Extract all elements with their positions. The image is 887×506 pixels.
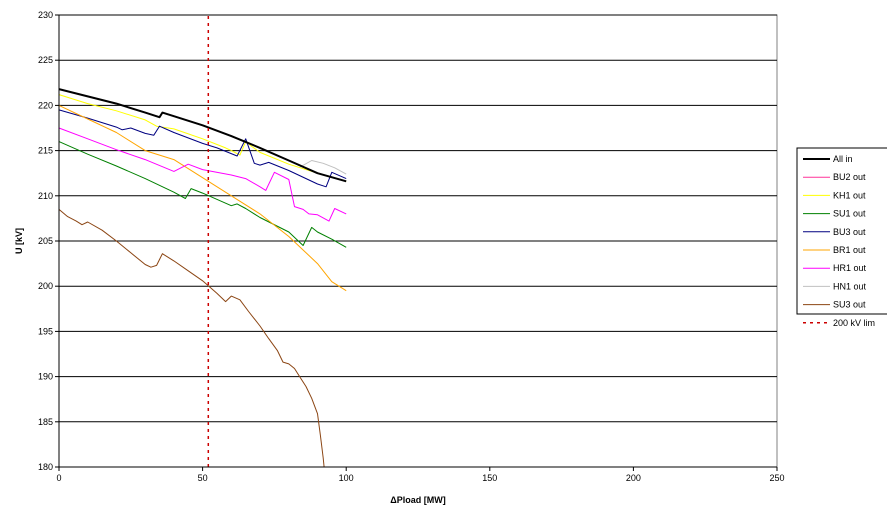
legend-label-bu2-out: BU2 out xyxy=(833,172,866,182)
y-tick-label-215: 215 xyxy=(38,146,53,156)
series-layer xyxy=(58,15,347,468)
legend-label-200-kv-lim: 200 kV lim xyxy=(833,318,875,328)
y-tick-label-185: 185 xyxy=(38,417,53,427)
series-line-su3-out xyxy=(58,209,325,468)
x-tick-label-0: 0 xyxy=(56,473,61,483)
legend-label-su1-out: SU1 out xyxy=(833,209,866,219)
legend-label-kh1-out: KH1 out xyxy=(833,190,866,200)
series-line-kh1-out xyxy=(58,94,347,182)
y-tick-label-195: 195 xyxy=(38,326,53,336)
x-axis-ticks: 0 50 100 150 200 250 xyxy=(56,467,785,483)
legend-label-hn1-out: HN1 out xyxy=(833,281,867,291)
y-axis-title: U [kV] xyxy=(14,228,24,254)
legend-box xyxy=(796,147,887,315)
legend-label-bu3-out: BU3 out xyxy=(833,227,866,237)
series-line-br1-out xyxy=(58,104,347,292)
series-line-hr1-out xyxy=(58,127,347,222)
legend-label-hr1-out: HR1 out xyxy=(833,263,867,273)
y-tick-label-180: 180 xyxy=(38,462,53,472)
y-tick-label-205: 205 xyxy=(38,236,53,246)
series-line-bu3-out xyxy=(58,109,347,188)
legend-label-su3-out: SU3 out xyxy=(833,300,866,310)
y-axis-ticks: 180 185 190 195 200 205 210 215 220 225 230 xyxy=(38,10,59,472)
y-tick-label-200: 200 xyxy=(38,281,53,291)
legend-label-br1-out: BR1 out xyxy=(833,245,866,255)
y-tick-label-210: 210 xyxy=(38,191,53,201)
y-tick-label-230: 230 xyxy=(38,10,53,20)
y-tick-label-190: 190 xyxy=(38,372,53,382)
x-tick-label-50: 50 xyxy=(198,473,208,483)
series-line-hn1-out xyxy=(299,160,347,175)
y-tick-label-225: 225 xyxy=(38,55,53,65)
x-tick-label-250: 250 xyxy=(769,473,784,483)
legend: All in BU2 out KH1 out SU1 out BU3 out BR1 ou… xyxy=(796,147,887,328)
x-tick-label-100: 100 xyxy=(339,473,354,483)
series-line-su1-out xyxy=(58,141,347,248)
x-axis-title: ΔPload [MW] xyxy=(390,495,445,505)
y-tick-label-220: 220 xyxy=(38,100,53,110)
x-tick-label-150: 150 xyxy=(482,473,497,483)
series-line-all-in xyxy=(58,88,347,183)
x-tick-label-200: 200 xyxy=(626,473,641,483)
grid-lines xyxy=(59,14,777,423)
legend-label-all-in: All in xyxy=(833,154,853,164)
